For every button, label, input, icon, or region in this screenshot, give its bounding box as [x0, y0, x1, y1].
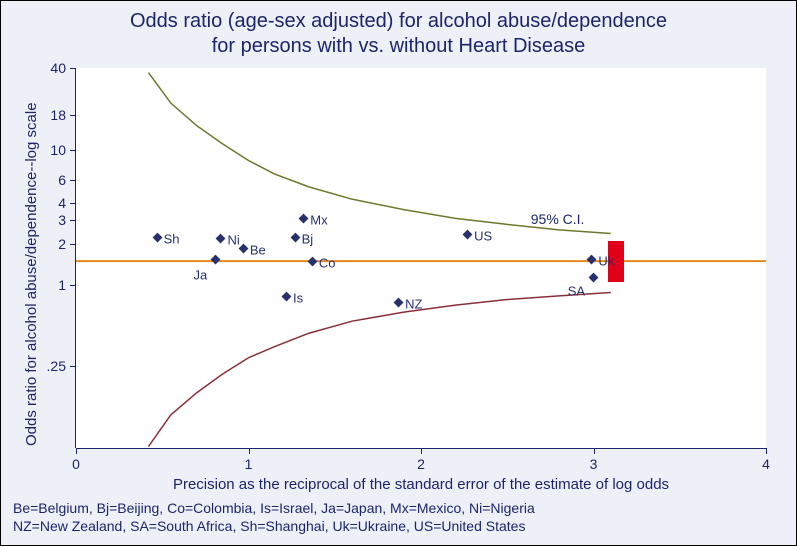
data-point-label-ni: Ni — [227, 232, 239, 247]
data-point-label-bj: Bj — [302, 231, 314, 246]
data-point-label-mx: Mx — [310, 213, 327, 228]
data-point-label-co: Co — [319, 256, 336, 271]
data-point-label-is: Is — [293, 291, 303, 306]
data-point-label-sh: Sh — [164, 231, 180, 246]
data-point-label-uk: Uk — [598, 254, 614, 269]
ci-label: 95% C.I. — [531, 211, 585, 227]
data-point-label-be: Be — [250, 243, 266, 258]
data-point-label-us: US — [474, 228, 492, 243]
data-point-label-nz: NZ — [405, 297, 422, 312]
data-point-label-ja: Ja — [177, 268, 207, 283]
chart-frame: Odds ratio (age-sex adjusted) for alcoho… — [0, 0, 797, 546]
curves-layer — [1, 1, 797, 546]
ci-lower-curve — [148, 292, 610, 446]
data-point-label-sa: SA — [555, 284, 585, 299]
ci-upper-curve — [148, 73, 610, 234]
